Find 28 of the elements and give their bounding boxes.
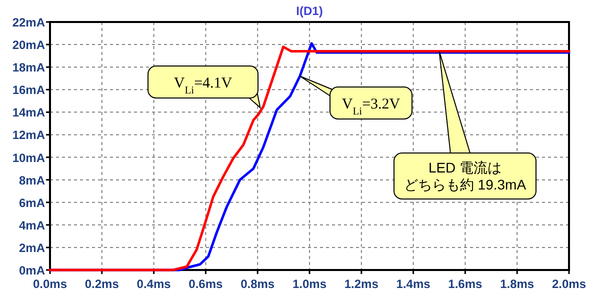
y-tick-label: 6mA (18, 196, 46, 210)
y-tick-label: 4mA (18, 218, 46, 232)
chart-title: I(D1) (296, 4, 323, 18)
y-tick-label: 12mA (12, 128, 46, 142)
annotation: V$_{Li}$=4.1V (174, 75, 232, 96)
y-tick-label: 10mA (12, 150, 46, 165)
x-tick-label: 2.0ms (552, 277, 586, 291)
annotation: V$_{Li}$=3.2V (342, 96, 400, 117)
y-tick-label: 16mA (12, 83, 46, 98)
x-tick-label: 0.4ms (136, 277, 172, 291)
y-tick-label: 14mA (12, 106, 46, 120)
x-tick-label: 1.6ms (448, 277, 483, 291)
x-tick-label: 1.0ms (292, 277, 327, 291)
x-tick-label: 0.6ms (188, 277, 224, 291)
y-tick-label: 20mA (12, 38, 46, 52)
annotation: LED 電流はどちらも約 19.3mA (404, 159, 527, 192)
x-tick-label: 1.8ms (500, 277, 534, 291)
x-tick-label: 0.2ms (84, 277, 120, 291)
y-tick-label: 18mA (12, 60, 46, 75)
y-tick-label: 2mA (18, 240, 46, 255)
x-tick-label: 1.4ms (396, 277, 431, 291)
x-tick-label: 0.0ms (32, 277, 68, 291)
y-tick-label: 0mA (18, 264, 46, 278)
x-tick-label: 1.2ms (344, 277, 379, 291)
x-tick-label: 0.8ms (240, 277, 275, 291)
y-tick-label: 22mA (12, 16, 46, 30)
picture-callout: V$_{Li}$=4.1V (148, 66, 261, 110)
y-tick-label: 8mA (18, 173, 46, 188)
